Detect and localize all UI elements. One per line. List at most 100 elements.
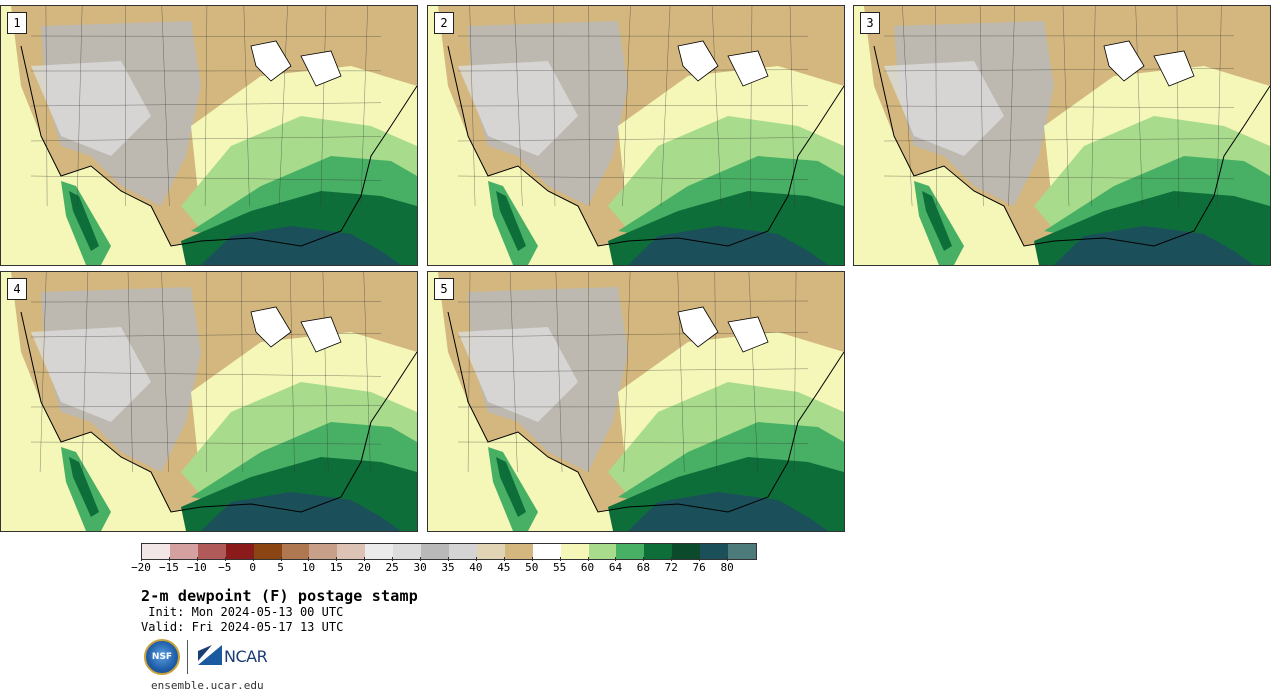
colorbar-tick-label: 68 <box>636 561 650 574</box>
colorbar-tick-mark <box>531 557 533 561</box>
dry-light-region <box>458 327 578 422</box>
colorbar-tick-mark <box>141 557 142 561</box>
colorbar-swatch <box>504 544 533 559</box>
colorbar-tick-label: −5 <box>218 561 232 574</box>
state-boundary-line <box>1216 6 1222 207</box>
state-boundary-line <box>711 6 722 207</box>
init-time: Init: Mon 2024-05-13 00 UTC <box>141 605 344 619</box>
state-boundary-line <box>204 6 208 207</box>
coastline <box>873 45 1270 247</box>
colorbar-tick-label: 15 <box>329 561 343 574</box>
state-boundary-line <box>1176 6 1179 207</box>
panel-number: 5 <box>434 278 454 300</box>
colorbar-tick-mark <box>224 557 226 561</box>
logo-divider <box>187 640 188 674</box>
state-boundary-line <box>749 6 753 207</box>
colorbar-tick-mark <box>364 557 366 561</box>
baja-coast-humid <box>69 457 99 517</box>
site-url[interactable]: ensemble.ucar.edu <box>151 679 264 692</box>
colorbar-tick-mark <box>559 557 561 561</box>
state-boundary-line <box>457 441 809 444</box>
panel-number: 2 <box>434 12 454 34</box>
colorbar-tick-label: 64 <box>608 561 623 574</box>
state-boundary-line <box>241 272 244 473</box>
colorbar-swatch <box>253 544 282 559</box>
state-boundary-line <box>161 272 169 473</box>
chart-title: 2-m dewpoint (F) postage stamp <box>141 587 418 605</box>
colorbar-swatch <box>281 544 310 559</box>
map-panel-2: 2 <box>427 5 845 266</box>
state-boundary-line <box>161 6 170 207</box>
colorbar-tick-label: 5 <box>277 561 284 574</box>
colorbar-tick-mark <box>448 557 449 561</box>
colorbar-swatch <box>225 544 254 559</box>
state-boundary-line <box>714 272 717 473</box>
baja-coast-humid <box>496 191 526 251</box>
panel-number: 3 <box>860 12 880 34</box>
colorbar-tick-label: 60 <box>580 561 595 574</box>
colorbar-swatch <box>169 544 198 559</box>
colorbar-tick-mark <box>252 557 254 561</box>
colorbar-tick-label: 55 <box>553 561 567 574</box>
state-boundary-line <box>509 272 518 473</box>
colorbar-swatch <box>393 544 422 559</box>
colorbar-tick-label: −10 <box>186 561 207 574</box>
colorbar-tick-label: 76 <box>692 561 706 574</box>
colorbar-tick-label: 25 <box>385 561 399 574</box>
colorbar-swatch <box>365 544 394 559</box>
state-boundary-line <box>555 272 563 473</box>
state-boundary-line <box>588 6 590 207</box>
colorbar-swatch <box>644 544 673 559</box>
colorbar-tick-mark <box>280 557 282 561</box>
colorbar-tick-mark <box>168 557 170 561</box>
colorbar-swatch <box>616 544 645 559</box>
colorbar-tick-mark <box>643 557 645 561</box>
great-lakes <box>1103 40 1195 87</box>
dewpoint-map <box>854 6 1270 265</box>
colorbar-swatch <box>728 544 756 559</box>
colorbar-tick-label: 80 <box>720 561 734 574</box>
colorbar-tick-mark <box>420 557 422 561</box>
state-boundary-line <box>30 102 382 107</box>
state-boundary-line <box>30 371 382 377</box>
state-boundary-line <box>457 137 809 142</box>
colorbar-tick-label: 35 <box>441 561 455 574</box>
state-boundary-line <box>660 6 671 207</box>
panel-number: 4 <box>7 278 27 300</box>
state-boundary-line <box>748 272 758 473</box>
state-boundary-line <box>30 301 382 303</box>
coastline <box>20 311 417 513</box>
state-boundary-line <box>622 6 631 207</box>
colorbar-tick-label: 45 <box>497 561 511 574</box>
dewpoint-map <box>428 6 844 265</box>
state-boundary-line <box>30 35 382 37</box>
colorbar-tick-label: 30 <box>413 561 427 574</box>
colorbar-swatch <box>309 544 338 559</box>
dry-light-region <box>31 61 151 156</box>
state-boundary-line <box>363 272 371 473</box>
state-boundary-line <box>320 6 327 207</box>
panel-number: 1 <box>7 12 27 34</box>
valid-time: Valid: Fri 2024-05-17 13 UTC <box>141 620 344 634</box>
baja-coast-humid <box>69 191 99 251</box>
state-boundary-line <box>457 175 809 180</box>
state-boundary-line <box>457 300 809 303</box>
baja-coast-humid <box>922 191 952 251</box>
map-panel-1: 1 <box>0 5 418 266</box>
colorbar-tick-mark <box>336 557 338 561</box>
colorbar-tick-label: 40 <box>469 561 483 574</box>
colorbar-swatch <box>448 544 477 559</box>
colorbar-tick-mark <box>475 557 477 561</box>
state-boundary-line <box>623 272 631 473</box>
colorbar-tick-mark <box>503 557 505 561</box>
colorbar-swatch <box>476 544 505 559</box>
colorbar-tick-mark <box>727 557 729 561</box>
colorbar-tick-mark <box>308 557 310 561</box>
state-boundary-line <box>1008 6 1015 207</box>
colorbar-swatch <box>142 544 170 559</box>
colorbar-tick-mark <box>699 557 701 561</box>
colorbar-swatch <box>532 544 561 559</box>
state-boundary-line <box>81 272 89 473</box>
state-boundary-line <box>457 368 809 373</box>
ncar-logo: NCAR <box>224 647 268 666</box>
